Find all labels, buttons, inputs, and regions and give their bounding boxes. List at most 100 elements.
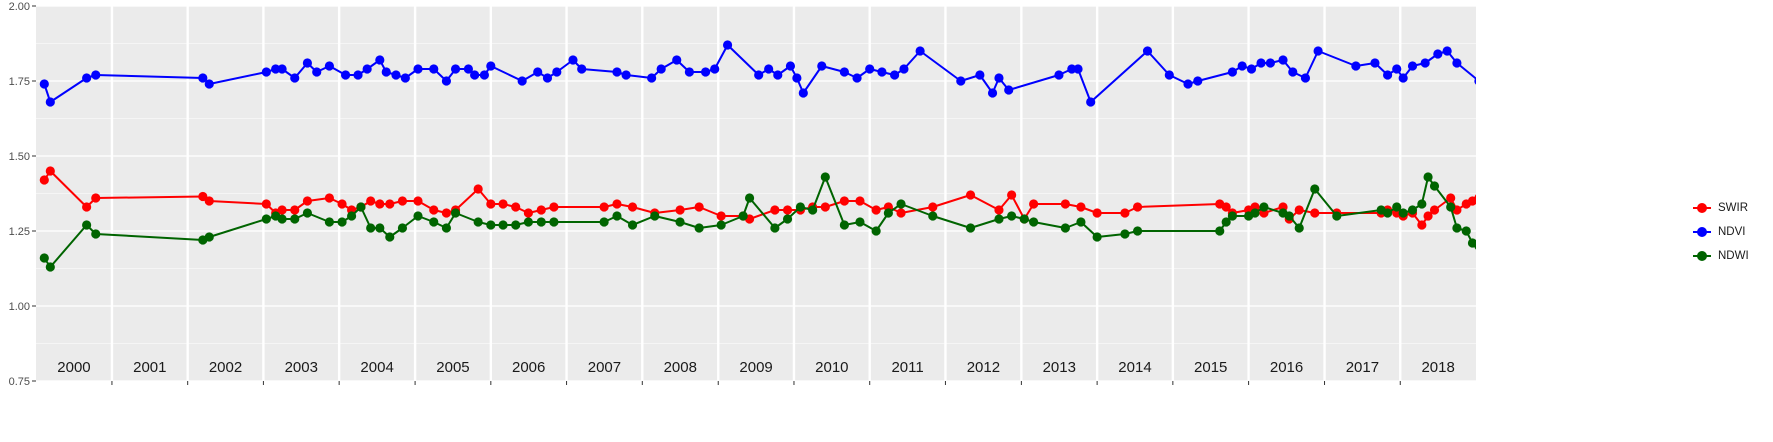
grid-lines <box>36 5 1476 382</box>
data-point-swir <box>473 184 483 194</box>
data-point-ndwi <box>808 205 818 215</box>
data-point-ndvi <box>517 76 527 86</box>
data-point-ndvi <box>463 64 474 74</box>
y-tick-label: 1.75 <box>9 76 30 88</box>
data-point-ndvi <box>1265 58 1275 68</box>
data-point-ndvi <box>577 64 587 74</box>
data-point-ndvi <box>899 64 909 74</box>
data-point-ndvi <box>1556 121 1565 130</box>
data-point-ndwi <box>770 223 780 233</box>
data-point-swir <box>871 205 881 215</box>
year-label: 2005 <box>436 359 469 376</box>
data-point-ndvi <box>785 61 796 71</box>
data-point-swir <box>198 191 208 202</box>
data-point-ndwi <box>883 208 893 218</box>
year-label: 2004 <box>360 359 393 376</box>
data-point-ndvi <box>324 61 334 71</box>
data-point-ndvi <box>1407 61 1418 71</box>
data-point-swir <box>1310 208 1320 218</box>
legend-key-swir <box>1692 198 1712 218</box>
series-ndwi <box>39 172 1692 298</box>
data-point-swir <box>928 202 938 212</box>
legend: SWIR NDVI NDWI <box>1692 196 1768 268</box>
data-point-swir <box>1525 175 1534 184</box>
data-point-ndwi <box>39 253 49 263</box>
data-point-ndwi <box>511 220 521 230</box>
data-point-ndvi <box>1142 46 1153 56</box>
data-point-swir <box>290 205 300 215</box>
data-point-swir <box>675 205 685 215</box>
data-point-ndwi <box>549 217 559 227</box>
data-point-swir <box>429 205 439 215</box>
data-point-swir <box>1554 199 1563 208</box>
data-point-swir <box>1661 142 1670 151</box>
data-point-ndvi <box>1566 133 1575 142</box>
data-point-ndwi <box>536 217 546 227</box>
data-point-ndwi <box>1683 289 1692 298</box>
data-point-swir <box>1591 157 1600 166</box>
data-point-swir <box>1683 127 1692 136</box>
data-point-ndvi <box>91 70 101 80</box>
data-point-ndvi <box>362 64 372 74</box>
data-point-ndvi <box>204 79 214 89</box>
data-point-ndvi <box>1442 46 1452 56</box>
data-point-ndwi <box>1461 226 1471 236</box>
data-point-swir <box>965 190 976 200</box>
data-point-ndvi <box>340 70 351 80</box>
data-point-ndvi <box>271 64 281 74</box>
data-point-ndvi <box>877 67 887 77</box>
data-point-swir <box>385 199 395 209</box>
data-point-ndvi <box>839 67 849 77</box>
data-point-ndvi <box>773 70 783 80</box>
data-point-ndvi <box>1351 61 1361 71</box>
y-tick-label: 0.75 <box>9 376 30 388</box>
data-point-swir <box>486 199 496 209</box>
data-point-swir <box>1487 193 1496 202</box>
data-point-ndwi <box>473 217 483 227</box>
data-point-ndvi <box>1544 103 1553 112</box>
data-point-swir <box>1673 130 1682 139</box>
data-point-ndwi <box>429 217 439 227</box>
data-point-ndwi <box>1392 202 1402 212</box>
data-point-swir <box>1007 190 1017 200</box>
data-point-swir <box>1493 181 1502 190</box>
data-point-ndwi <box>1284 211 1294 221</box>
data-point-swir <box>1423 211 1433 221</box>
data-point-ndwi <box>1452 223 1462 233</box>
data-point-swir <box>994 205 1004 215</box>
data-point-swir <box>1221 202 1231 212</box>
data-point-ndvi <box>754 70 764 80</box>
data-point-ndvi <box>1246 64 1257 74</box>
data-point-ndwi <box>450 208 461 218</box>
data-point-ndvi <box>400 73 410 83</box>
data-point-ndwi <box>204 232 214 242</box>
data-point-ndvi <box>533 67 543 77</box>
data-point-ndwi <box>1294 223 1304 233</box>
data-point-ndwi <box>795 202 806 212</box>
data-point-swir <box>1417 220 1427 230</box>
data-point-ndvi <box>1705 133 1714 142</box>
y-tick-label: 2.00 <box>9 1 30 13</box>
data-point-swir <box>441 208 452 218</box>
data-point-ndvi <box>987 88 998 98</box>
data-point-ndvi <box>722 40 733 50</box>
data-point-ndwi <box>1554 229 1563 238</box>
data-point-ndwi <box>1499 247 1508 256</box>
axes: 0.75 1.00 1.25 1.50 1.75 2.00 <box>9 1 1401 388</box>
data-point-ndvi <box>39 79 49 89</box>
series-group <box>39 40 1714 298</box>
data-point-ndwi <box>385 232 395 242</box>
year-label: 2000 <box>57 359 90 376</box>
year-label: 2016 <box>1270 359 1303 376</box>
data-point-ndvi <box>261 67 271 77</box>
year-labels: 2000 2001 2002 2003 2004 2005 2006 2007 2008 2009… <box>57 359 1455 376</box>
data-point-swir <box>1120 208 1130 218</box>
data-point-ndwi <box>1310 184 1320 194</box>
year-label: 2011 <box>891 359 923 376</box>
data-point-ndwi <box>523 217 533 227</box>
data-point-ndwi <box>486 220 496 230</box>
data-point-ndwi <box>1019 214 1029 224</box>
data-point-ndvi <box>1288 67 1298 77</box>
data-point-ndwi <box>1610 265 1619 274</box>
